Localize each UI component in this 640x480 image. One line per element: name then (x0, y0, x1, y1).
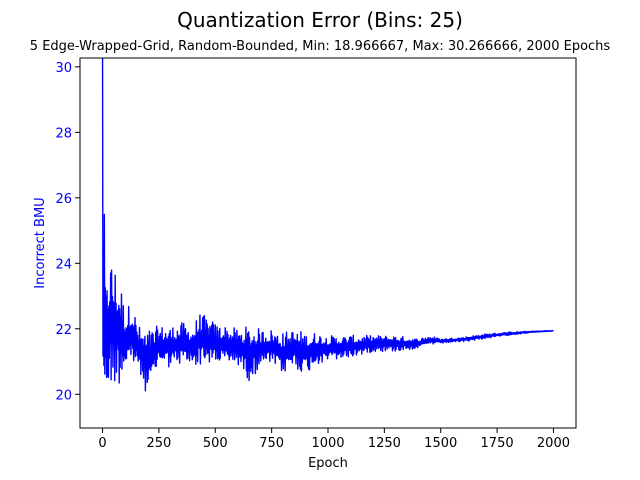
x-axis-ticks: 0 250 500 750 1000 1250 1500 1750 2000 (98, 428, 570, 451)
x-tick-label: 250 (146, 436, 171, 451)
y-tick-label: 30 (55, 61, 72, 76)
y-axis-label: Incorrect BMU (33, 197, 48, 288)
plot-area (101, 57, 554, 392)
y-tick-label: 24 (55, 257, 72, 272)
x-tick-label: 1500 (424, 436, 457, 451)
x-tick-label: 500 (203, 436, 228, 451)
series-line-quantization-error (101, 57, 554, 392)
chart-subtitle: 5 Edge-Wrapped-Grid, Random-Bounded, Min… (30, 39, 611, 54)
y-tick-label: 20 (55, 388, 72, 403)
y-tick-label: 22 (55, 323, 72, 338)
x-tick-label: 1000 (311, 436, 344, 451)
x-tick-label: 1750 (481, 436, 514, 451)
x-tick-label: 750 (259, 436, 284, 451)
y-axis-ticks: 20 22 24 26 28 30 (55, 61, 80, 403)
x-tick-label: 0 (98, 436, 106, 451)
chart-title: Quantization Error (Bins: 25) (177, 8, 463, 32)
x-tick-label: 2000 (537, 436, 570, 451)
x-axis-label: Epoch (308, 456, 348, 471)
y-tick-label: 28 (55, 126, 72, 141)
x-tick-label: 1250 (368, 436, 401, 451)
y-tick-label: 26 (55, 192, 72, 207)
